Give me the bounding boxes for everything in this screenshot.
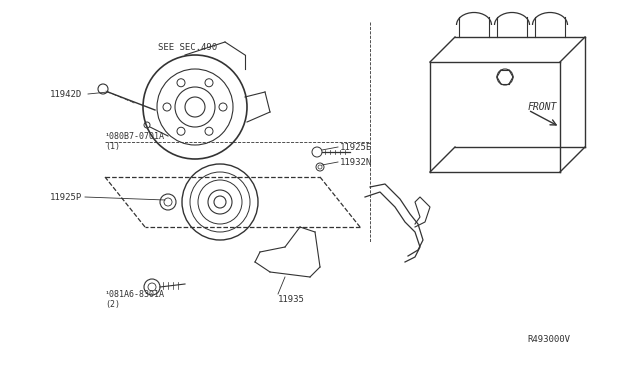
Text: SEE SEC.490: SEE SEC.490 [159,43,218,52]
Text: R493000V: R493000V [527,335,570,344]
Text: 11942D: 11942D [50,90,82,99]
Text: FRONT: FRONT [528,102,557,112]
Text: 11932N: 11932N [340,157,372,167]
Text: 11925E: 11925E [340,142,372,151]
Text: ¹081A6-8301A
(2): ¹081A6-8301A (2) [105,290,165,310]
Text: ¹080B7-0701A
(1): ¹080B7-0701A (1) [105,132,165,151]
Text: 11925P: 11925P [50,192,82,202]
Text: 11935: 11935 [278,295,305,305]
